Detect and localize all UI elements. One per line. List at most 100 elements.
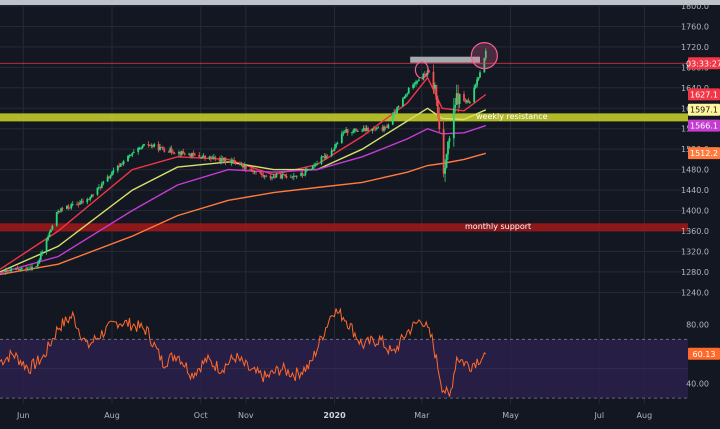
- candle-body[interactable]: [371, 128, 374, 131]
- candle-body[interactable]: [322, 156, 324, 158]
- candle-body[interactable]: [220, 158, 222, 162]
- candle-body[interactable]: [377, 127, 380, 129]
- candle-body[interactable]: [343, 132, 346, 134]
- candle-body[interactable]: [407, 87, 410, 94]
- candle-body[interactable]: [316, 163, 318, 166]
- candle-body[interactable]: [402, 98, 404, 107]
- candles[interactable]: [4, 48, 487, 275]
- candle-body[interactable]: [36, 263, 39, 267]
- candle-body[interactable]: [372, 128, 375, 130]
- candle-body[interactable]: [160, 146, 163, 148]
- candle-body[interactable]: [271, 177, 273, 179]
- candle-body[interactable]: [242, 163, 244, 168]
- candle-body[interactable]: [310, 169, 313, 171]
- candle-body[interactable]: [76, 203, 78, 205]
- candle-body[interactable]: [455, 93, 458, 105]
- candle-body[interactable]: [477, 77, 480, 80]
- candle-body[interactable]: [394, 112, 397, 114]
- candle-body[interactable]: [239, 163, 241, 166]
- candle-body[interactable]: [445, 154, 448, 168]
- candle-body[interactable]: [66, 205, 68, 209]
- candle-body[interactable]: [284, 174, 286, 176]
- candle-body[interactable]: [228, 162, 231, 164]
- candle-body[interactable]: [354, 128, 356, 131]
- price-tick-label[interactable]: 1320.0: [681, 247, 709, 256]
- candle-body[interactable]: [467, 100, 470, 103]
- candle-body[interactable]: [324, 155, 327, 159]
- candle-body[interactable]: [306, 170, 308, 172]
- candle-body[interactable]: [132, 151, 135, 153]
- candle-body[interactable]: [173, 153, 176, 154]
- candle-body[interactable]: [140, 147, 142, 149]
- candle-body[interactable]: [387, 124, 390, 128]
- candle-body[interactable]: [448, 138, 451, 142]
- candle-body[interactable]: [98, 187, 100, 188]
- candle-body[interactable]: [151, 144, 154, 147]
- candle-body[interactable]: [231, 159, 234, 161]
- candle-body[interactable]: [436, 99, 439, 117]
- candle-body[interactable]: [355, 128, 358, 132]
- candle-body[interactable]: [320, 156, 323, 164]
- candle-body[interactable]: [442, 129, 445, 174]
- candle-body[interactable]: [383, 126, 385, 131]
- candle-body[interactable]: [406, 93, 409, 95]
- candle-body[interactable]: [199, 157, 202, 159]
- price-tick-label[interactable]: 1480.0: [681, 166, 709, 175]
- candle-body[interactable]: [137, 148, 140, 152]
- candle-body[interactable]: [82, 200, 84, 203]
- candle-body[interactable]: [233, 159, 236, 163]
- candle-body[interactable]: [375, 127, 378, 129]
- candle-body[interactable]: [157, 144, 160, 151]
- candle-body[interactable]: [444, 167, 446, 174]
- candle-body[interactable]: [463, 94, 465, 102]
- candle-body[interactable]: [224, 158, 227, 163]
- candle-body[interactable]: [29, 268, 32, 270]
- candle-body[interactable]: [345, 129, 348, 133]
- candle-body[interactable]: [259, 172, 262, 174]
- candle-body[interactable]: [201, 156, 204, 159]
- candle-body[interactable]: [255, 171, 257, 173]
- candle-body[interactable]: [141, 145, 144, 148]
- candle-body[interactable]: [483, 57, 486, 73]
- candle-body[interactable]: [48, 232, 51, 237]
- candle-body[interactable]: [118, 165, 121, 167]
- candle-body[interactable]: [18, 269, 20, 271]
- candle-body[interactable]: [86, 199, 89, 203]
- candle-body[interactable]: [300, 173, 302, 176]
- candle-body[interactable]: [365, 127, 368, 131]
- candle-body[interactable]: [434, 84, 436, 89]
- candle-body[interactable]: [79, 202, 81, 205]
- candle-body[interactable]: [170, 148, 173, 153]
- candle-body[interactable]: [468, 102, 471, 103]
- time-tick-label[interactable]: Aug: [637, 411, 653, 420]
- candle-body[interactable]: [87, 199, 90, 200]
- candle-body[interactable]: [374, 128, 377, 130]
- candle-body[interactable]: [356, 131, 359, 132]
- candle-body[interactable]: [67, 205, 70, 208]
- candle-body[interactable]: [364, 128, 366, 131]
- candle-body[interactable]: [294, 175, 297, 177]
- candle-body[interactable]: [108, 176, 110, 178]
- candle-body[interactable]: [89, 197, 92, 200]
- candle-body[interactable]: [332, 150, 334, 151]
- candle-body[interactable]: [381, 127, 384, 131]
- candle-body[interactable]: [330, 150, 333, 156]
- candle-body[interactable]: [25, 268, 28, 271]
- candle-body[interactable]: [244, 165, 247, 170]
- candle-body[interactable]: [265, 175, 268, 177]
- candle-body[interactable]: [351, 132, 353, 134]
- candle-body[interactable]: [262, 174, 265, 177]
- candle-body[interactable]: [9, 269, 12, 271]
- candle-body[interactable]: [263, 175, 266, 177]
- candle-body[interactable]: [163, 149, 166, 152]
- candle-body[interactable]: [20, 268, 23, 269]
- candle-body[interactable]: [304, 170, 307, 175]
- candle-body[interactable]: [432, 71, 435, 89]
- candle-body[interactable]: [45, 240, 48, 252]
- time-tick-label[interactable]: Oct: [194, 411, 208, 420]
- candle-body[interactable]: [311, 165, 314, 170]
- price-axis[interactable]: 1800.01760.01720.01680.01640.01600.01560…: [681, 2, 720, 388]
- candle-body[interactable]: [15, 268, 17, 270]
- candle-body[interactable]: [474, 85, 477, 88]
- time-tick-label[interactable]: Jul: [593, 411, 604, 420]
